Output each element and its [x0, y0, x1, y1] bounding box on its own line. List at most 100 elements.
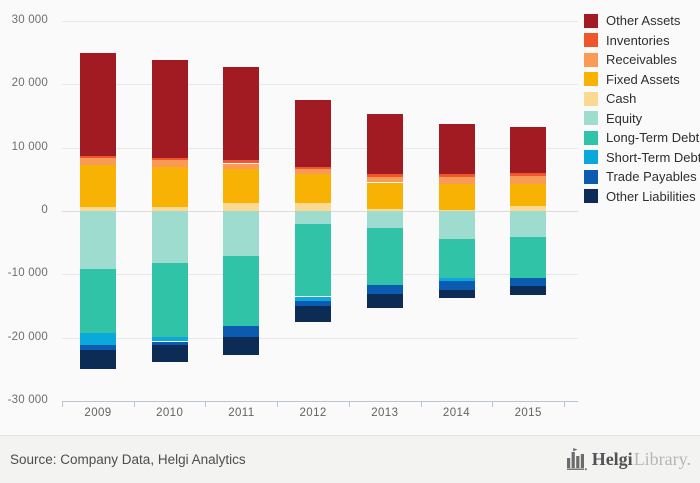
segment-cash-2012[interactable]	[295, 203, 332, 211]
segment-other-assets-2011[interactable]	[223, 66, 260, 161]
segment-trade-payables-2011[interactable]	[223, 326, 260, 338]
segment-other-assets-2010[interactable]	[151, 60, 188, 158]
segment-other-liabilities-2014[interactable]	[438, 289, 475, 298]
segment-receivables-2015[interactable]	[510, 175, 547, 185]
segment-cash-2011[interactable]	[223, 203, 260, 211]
segment-receivables-2011[interactable]	[223, 163, 260, 170]
gridline	[62, 84, 578, 86]
legend-item-trade-payables[interactable]: Trade Payables	[584, 167, 700, 187]
segment-long-term-debt-2010[interactable]	[151, 262, 188, 337]
legend-item-receivables[interactable]: Receivables	[584, 50, 700, 70]
segment-trade-payables-2009[interactable]	[80, 344, 116, 351]
x-axis-label-2014: 2014	[442, 407, 471, 419]
segment-receivables-2014[interactable]	[438, 176, 475, 185]
segment-other-assets-2014[interactable]	[438, 124, 475, 174]
segment-cash-2014[interactable]	[438, 209, 475, 211]
segment-trade-payables-2010[interactable]	[151, 341, 188, 345]
segment-fixed-assets-2012[interactable]	[295, 173, 332, 204]
legend-item-fixed-assets[interactable]: Fixed Assets	[584, 70, 700, 90]
segment-trade-payables-2013[interactable]	[366, 285, 403, 294]
segment-other-liabilities-2012[interactable]	[295, 306, 332, 322]
segment-fixed-assets-2009[interactable]	[80, 164, 116, 207]
segment-equity-2009[interactable]	[80, 211, 116, 270]
segment-receivables-2013[interactable]	[366, 177, 403, 183]
legend-item-cash[interactable]: Cash	[584, 89, 700, 109]
segment-fixed-assets-2013[interactable]	[366, 182, 403, 210]
segment-long-term-debt-2009[interactable]	[80, 269, 116, 334]
segment-trade-payables-2014[interactable]	[438, 280, 475, 290]
x-axis-label-2011: 2011	[228, 407, 255, 419]
segment-long-term-debt-2011[interactable]	[223, 256, 260, 327]
y-axis-label: 30 000	[11, 14, 48, 26]
segment-inventories-2013[interactable]	[366, 174, 403, 178]
segment-inventories-2014[interactable]	[438, 173, 475, 177]
legend-item-other-assets[interactable]: Other Assets	[584, 11, 700, 31]
segment-short-term-debt-2014[interactable]	[438, 278, 475, 281]
segment-equity-2013[interactable]	[366, 211, 403, 228]
legend-label: Long-Term Debt	[606, 130, 700, 146]
segment-other-liabilities-2013[interactable]	[366, 294, 403, 308]
segment-other-liabilities-2010[interactable]	[151, 344, 188, 362]
segment-inventories-2015[interactable]	[510, 173, 547, 176]
brand-helgi: Helgi	[591, 449, 633, 469]
segment-other-assets-2012[interactable]	[295, 100, 332, 167]
x-axis-tick	[420, 402, 422, 407]
segment-inventories-2011[interactable]	[223, 160, 260, 164]
segment-other-assets-2013[interactable]	[366, 114, 403, 175]
legend-label: Short-Term Debt	[606, 149, 700, 165]
gridline	[62, 21, 578, 22]
segment-other-liabilities-2015[interactable]	[510, 285, 547, 295]
segment-receivables-2012[interactable]	[295, 169, 332, 174]
gridline	[62, 401, 578, 402]
legend-label: Receivables	[606, 52, 677, 68]
segment-long-term-debt-2015[interactable]	[510, 237, 547, 278]
segment-trade-payables-2012[interactable]	[295, 300, 332, 306]
segment-fixed-assets-2010[interactable]	[151, 166, 188, 207]
segment-long-term-debt-2013[interactable]	[366, 227, 403, 286]
segment-short-term-debt-2009[interactable]	[80, 333, 116, 345]
segment-short-term-debt-2012[interactable]	[295, 296, 332, 301]
legend-swatch-inventories	[584, 33, 598, 48]
segment-short-term-debt-2010[interactable]	[151, 337, 188, 342]
legend-item-long-term-debt[interactable]: Long-Term Debt	[584, 128, 700, 148]
y-axis-label: 10 000	[11, 140, 48, 153]
segment-other-liabilities-2009[interactable]	[80, 350, 116, 370]
legend-label: Other Liabilities	[606, 188, 696, 204]
segment-equity-2014[interactable]	[438, 211, 475, 239]
segment-inventories-2010[interactable]	[151, 157, 188, 160]
segment-fixed-assets-2011[interactable]	[223, 169, 260, 204]
segment-equity-2012[interactable]	[295, 211, 332, 224]
segment-fixed-assets-2014[interactable]	[438, 184, 475, 210]
segment-cash-2015[interactable]	[510, 205, 547, 211]
y-axis-label: -30 000	[7, 394, 48, 406]
segment-inventories-2009[interactable]	[80, 155, 116, 158]
segment-cash-2013[interactable]	[366, 209, 403, 211]
segment-receivables-2010[interactable]	[151, 159, 188, 167]
segment-cash-2010[interactable]	[151, 206, 188, 211]
segment-other-liabilities-2011[interactable]	[223, 337, 260, 356]
segment-cash-2009[interactable]	[80, 206, 116, 211]
segment-long-term-debt-2012[interactable]	[295, 223, 332, 297]
footer: Source: Company Data, Helgi Analytics He…	[0, 435, 700, 483]
segment-other-assets-2009[interactable]	[80, 52, 116, 156]
legend-swatch-equity	[584, 111, 598, 126]
segment-equity-2015[interactable]	[510, 211, 547, 237]
legend-label: Other Assets	[606, 13, 681, 29]
segment-inventories-2012[interactable]	[295, 166, 332, 170]
legend-swatch-fixed-assets	[584, 72, 598, 87]
segment-trade-payables-2015[interactable]	[510, 277, 547, 286]
legend-item-other-liabilities[interactable]: Other Liabilities	[584, 187, 700, 207]
legend-swatch-long-term-debt	[584, 130, 598, 145]
segment-long-term-debt-2014[interactable]	[438, 238, 475, 279]
legend-item-short-term-debt[interactable]: Short-Term Debt	[584, 148, 700, 168]
chart-legend: Other Assets Inventories Receivables Fixed …	[584, 11, 700, 206]
segment-fixed-assets-2015[interactable]	[510, 184, 547, 206]
source-text: Source: Company Data, Helgi Analytics	[10, 452, 246, 467]
segment-equity-2010[interactable]	[151, 211, 188, 263]
segment-equity-2011[interactable]	[223, 211, 260, 256]
legend-item-equity[interactable]: Equity	[584, 109, 700, 129]
segment-other-assets-2015[interactable]	[510, 127, 547, 173]
legend-item-inventories[interactable]: Inventories	[584, 31, 700, 51]
segment-receivables-2009[interactable]	[80, 157, 116, 165]
